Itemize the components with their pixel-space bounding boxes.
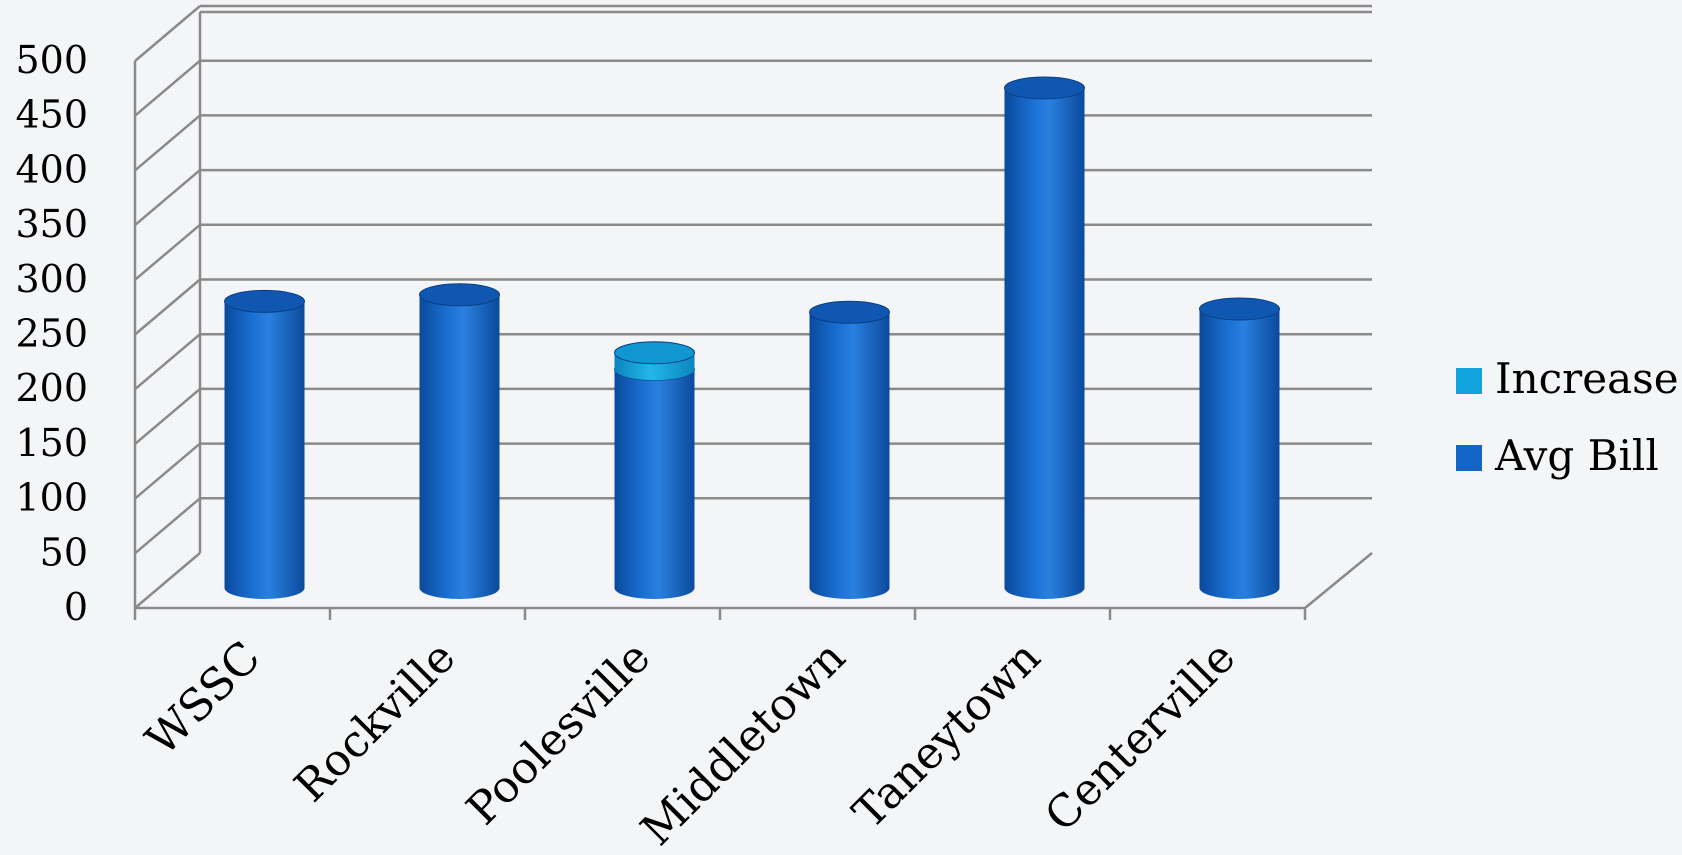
gridline-side bbox=[134, 387, 201, 445]
y-tick-label: 500 bbox=[15, 38, 88, 82]
gridline-side bbox=[134, 169, 201, 227]
x-category-label: Rockville bbox=[285, 632, 465, 812]
gridline-side bbox=[134, 497, 201, 555]
bar-increase bbox=[614, 341, 695, 381]
x-category-label: Middletown bbox=[631, 632, 855, 851]
gridline-side bbox=[134, 59, 201, 117]
floor-right-edge bbox=[1304, 552, 1373, 609]
legend-swatch bbox=[1456, 368, 1482, 394]
gridline-side bbox=[134, 278, 201, 336]
y-tick-label: 150 bbox=[15, 421, 88, 465]
bar-avg-bill bbox=[1199, 297, 1280, 599]
gridline-side bbox=[134, 223, 201, 281]
y-tick-label: 50 bbox=[40, 530, 88, 574]
gridline-side bbox=[134, 333, 201, 391]
bar-avg-bill bbox=[614, 357, 695, 599]
gridline-side bbox=[134, 114, 201, 172]
y-tick-label: 100 bbox=[15, 476, 88, 520]
bar-avg-bill bbox=[1004, 76, 1085, 600]
bar-avg-bill bbox=[224, 289, 305, 599]
gridline-side bbox=[134, 5, 201, 62]
legend-swatch bbox=[1456, 445, 1482, 471]
y-tick-label: 300 bbox=[15, 257, 88, 301]
y-tick-label: 250 bbox=[15, 312, 88, 356]
y-tick-label: 450 bbox=[15, 93, 88, 137]
x-category-label: Poolesville bbox=[457, 632, 660, 835]
gridline-side bbox=[134, 552, 201, 609]
legend-label: Increase bbox=[1495, 354, 1679, 403]
legend-label: Avg Bill bbox=[1494, 431, 1659, 480]
y-tick-label: 350 bbox=[15, 202, 88, 246]
gridline-side bbox=[134, 442, 201, 500]
x-category-label: Taneytown bbox=[843, 632, 1050, 839]
y-tick-label: 0 bbox=[64, 585, 88, 629]
y-tick-label: 400 bbox=[15, 147, 88, 191]
bar-avg-bill bbox=[809, 300, 890, 599]
bar-avg-bill bbox=[419, 283, 500, 599]
y-tick-label: 200 bbox=[15, 366, 88, 410]
x-category-label: WSSC bbox=[136, 632, 270, 766]
x-category-label: Centerville bbox=[1035, 632, 1245, 842]
